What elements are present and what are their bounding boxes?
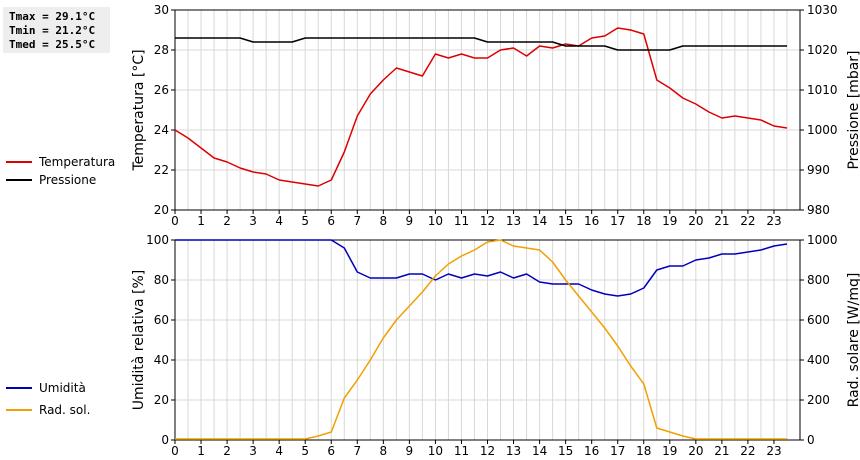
x-tick-label: 2 [223,444,231,458]
y-tick-label: 20 [154,393,169,407]
x-tick-label: 23 [766,214,781,228]
x-tick-label: 22 [740,214,755,228]
y2-axis-label: Pressione [mbar] [846,50,860,169]
y2-tick-label: 600 [807,313,830,327]
y2-tick-label: 980 [807,203,830,217]
y2-tick-label: 0 [807,433,815,447]
y2-tick-label: 1000 [807,233,838,247]
temperature-pressure-chart: 0 1 2 3 4 5 6 7 8 9 10 11 12 13 14 15 16 17 18 19 20 21 22 2320… [131,3,860,228]
y-tick-label: 22 [154,163,169,177]
y2-tick-label: 1000 [807,123,838,137]
x-tick-label: 11 [454,214,469,228]
y-tick-label: 40 [154,353,169,367]
x-tick-label: 0 [171,214,179,228]
x-tick-label: 18 [636,444,651,458]
legend-umidita-label: Umidità [39,381,86,395]
x-tick-label: 23 [766,444,781,458]
x-tick-label: 15 [558,444,573,458]
y-tick-label: 30 [154,3,169,17]
tmax-label: Tmax = 29.1°C [9,10,96,23]
x-tick-label: 20 [688,444,703,458]
y2-tick-label: 1030 [807,3,838,17]
stats-box: Tmax = 29.1°C Tmin = 21.2°C Tmed = 25.5°… [3,7,110,53]
x-tick-label: 17 [610,214,625,228]
legend-radsol-swatch [6,409,32,411]
y-tick-label: 20 [154,203,169,217]
y-tick-label: 28 [154,43,169,57]
plot-frame-1 [174,239,801,441]
x-tick-label: 13 [506,444,521,458]
x-tick-label: 15 [558,214,573,228]
x-tick-label: 1 [197,444,205,458]
legend-temperatura-swatch [6,161,32,163]
x-tick-label: 4 [275,214,283,228]
x-tick-label: 18 [636,214,651,228]
legend-pressione-swatch [6,179,32,181]
y-tick-label: 26 [154,83,169,97]
x-tick-label: 4 [275,444,283,458]
y2-tick-label: 400 [807,353,830,367]
x-tick-label: 10 [428,214,443,228]
x-tick-label: 3 [249,214,257,228]
x-tick-label: 11 [454,444,469,458]
legend-pressione-label: Pressione [39,173,97,187]
y2-tick-label: 990 [807,163,830,177]
y-tick-label: 80 [154,273,169,287]
x-tick-label: 14 [532,214,547,228]
y2-tick-label: 1020 [807,43,838,57]
x-tick-label: 8 [380,214,388,228]
legend-temperatura-label: Temperatura [39,155,116,169]
tmin-label: Tmin = 21.2°C [9,24,96,37]
x-tick-label: 14 [532,444,547,458]
x-tick-label: 16 [584,444,599,458]
series-pressione-line [175,37,787,51]
x-tick-label: 9 [406,444,414,458]
x-tick-label: 20 [688,214,703,228]
x-tick-label: 7 [353,444,361,458]
x-tick-label: 2 [223,214,231,228]
x-tick-label: 13 [506,214,521,228]
x-tick-label: 5 [301,444,309,458]
x-tick-label: 7 [353,214,361,228]
y-tick-label: 24 [154,123,169,137]
x-tick-label: 21 [714,214,729,228]
tmed-label: Tmed = 25.5°C [9,38,96,51]
y-axis-label: Temperatura [°C] [131,49,147,171]
y2-tick-label: 200 [807,393,830,407]
y-axis-label: Umidità relativa [%] [131,270,147,411]
x-tick-label: 12 [480,214,495,228]
series-umidit-line [175,239,788,297]
legend-umidita-swatch [6,387,32,389]
x-tick-label: 5 [301,214,309,228]
x-tick-label: 16 [584,214,599,228]
y2-tick-label: 800 [807,273,830,287]
series-temperatura-line [174,27,788,187]
x-tick-label: 22 [740,444,755,458]
x-tick-label: 21 [714,444,729,458]
x-tick-label: 8 [380,444,388,458]
x-tick-label: 19 [662,444,677,458]
x-tick-label: 9 [406,214,414,228]
x-tick-label: 3 [249,444,257,458]
plot-frame-0 [174,9,801,211]
x-tick-label: 17 [610,444,625,458]
series-rad-sol-line [175,239,787,440]
x-tick-label: 19 [662,214,677,228]
y-tick-label: 0 [161,433,169,447]
y-tick-label: 60 [154,313,169,327]
x-tick-label: 1 [197,214,205,228]
x-tick-label: 6 [327,214,335,228]
legend-radsol-label: Rad. sol. [39,403,91,417]
y-tick-label: 100 [146,233,169,247]
x-tick-label: 6 [327,444,335,458]
y2-axis-label: Rad. solare [W/mq] [846,273,860,408]
y2-tick-label: 1010 [807,83,838,97]
x-tick-label: 0 [171,444,179,458]
x-tick-label: 10 [428,444,443,458]
x-tick-label: 12 [480,444,495,458]
